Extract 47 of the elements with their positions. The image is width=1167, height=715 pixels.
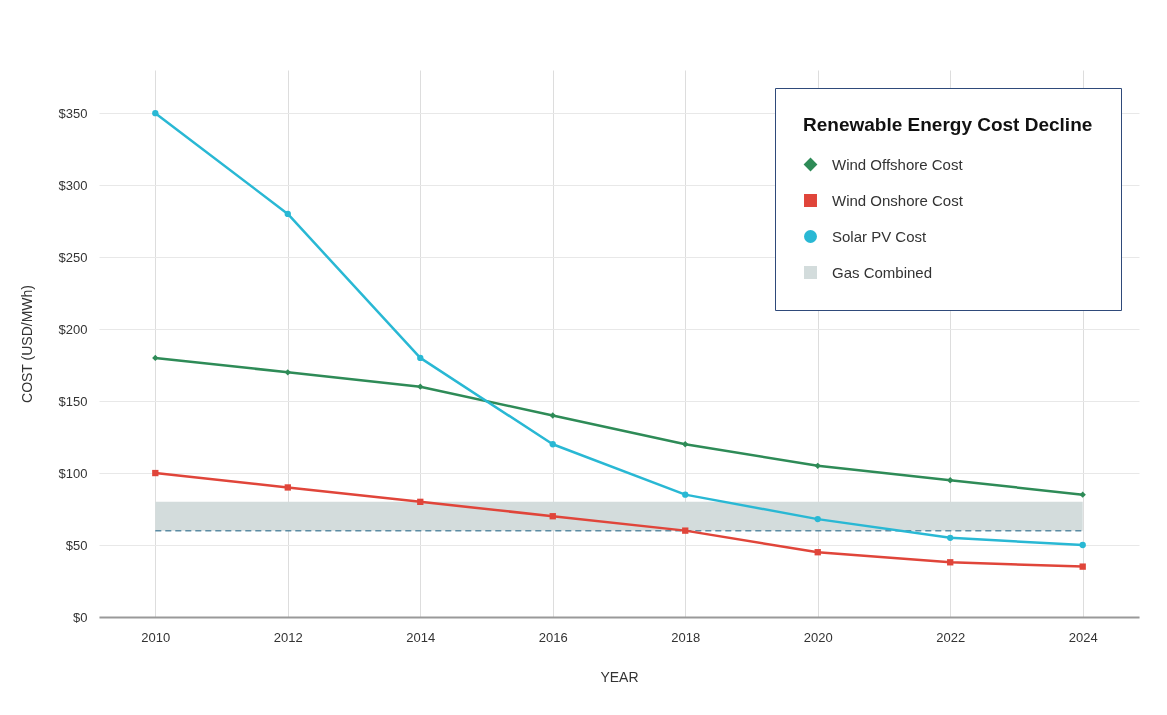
point bbox=[682, 527, 689, 534]
point bbox=[549, 412, 556, 419]
point bbox=[549, 441, 556, 448]
point bbox=[152, 354, 159, 362]
point bbox=[947, 534, 954, 541]
point bbox=[947, 477, 954, 484]
x-tick-label: 2022 bbox=[936, 629, 966, 645]
point bbox=[417, 354, 424, 362]
y-axis-title: COST (USD/MWh) bbox=[18, 285, 35, 403]
point bbox=[814, 462, 821, 470]
x-tick-label: 2014 bbox=[406, 629, 436, 645]
x-tick-label: 2020 bbox=[803, 629, 833, 645]
x-tick-label: 2016 bbox=[538, 629, 568, 645]
legend-title: Renewable Energy Cost Decline bbox=[803, 114, 1093, 135]
legend-label: Gas Combined bbox=[832, 263, 933, 281]
point bbox=[417, 498, 424, 506]
point bbox=[814, 515, 821, 523]
x-tick-label: 2024 bbox=[1068, 629, 1098, 645]
y-tick-label: $300 bbox=[58, 177, 88, 193]
point bbox=[152, 469, 159, 477]
point bbox=[417, 383, 424, 390]
x-tick-label: 2018 bbox=[671, 629, 701, 645]
x-tick-label: 2012 bbox=[273, 629, 303, 645]
point bbox=[682, 491, 689, 498]
y-tick-label: $200 bbox=[58, 321, 88, 337]
point bbox=[152, 110, 159, 117]
point bbox=[1079, 563, 1086, 570]
y-tick-label: $0 bbox=[73, 609, 88, 625]
point bbox=[814, 549, 821, 556]
point bbox=[549, 513, 556, 520]
point bbox=[682, 441, 689, 448]
y-tick-label: $50 bbox=[65, 537, 88, 553]
point bbox=[284, 369, 291, 376]
legend-label: Solar PV Cost bbox=[832, 227, 928, 245]
point bbox=[284, 210, 291, 218]
point bbox=[1079, 541, 1086, 549]
point bbox=[1079, 491, 1086, 498]
y-tick-label: $250 bbox=[58, 249, 88, 265]
legend-label: Wind Offshore Cost bbox=[832, 155, 964, 173]
y-tick-label: $350 bbox=[58, 105, 88, 121]
point bbox=[947, 559, 954, 566]
x-axis-title: YEAR bbox=[600, 668, 639, 685]
y-tick-label: $150 bbox=[58, 393, 88, 409]
y-tick-label: $100 bbox=[58, 465, 88, 481]
point bbox=[284, 484, 291, 491]
x-tick-label: 2010 bbox=[141, 629, 171, 645]
legend-label: Wind Onshore Cost bbox=[832, 191, 964, 209]
